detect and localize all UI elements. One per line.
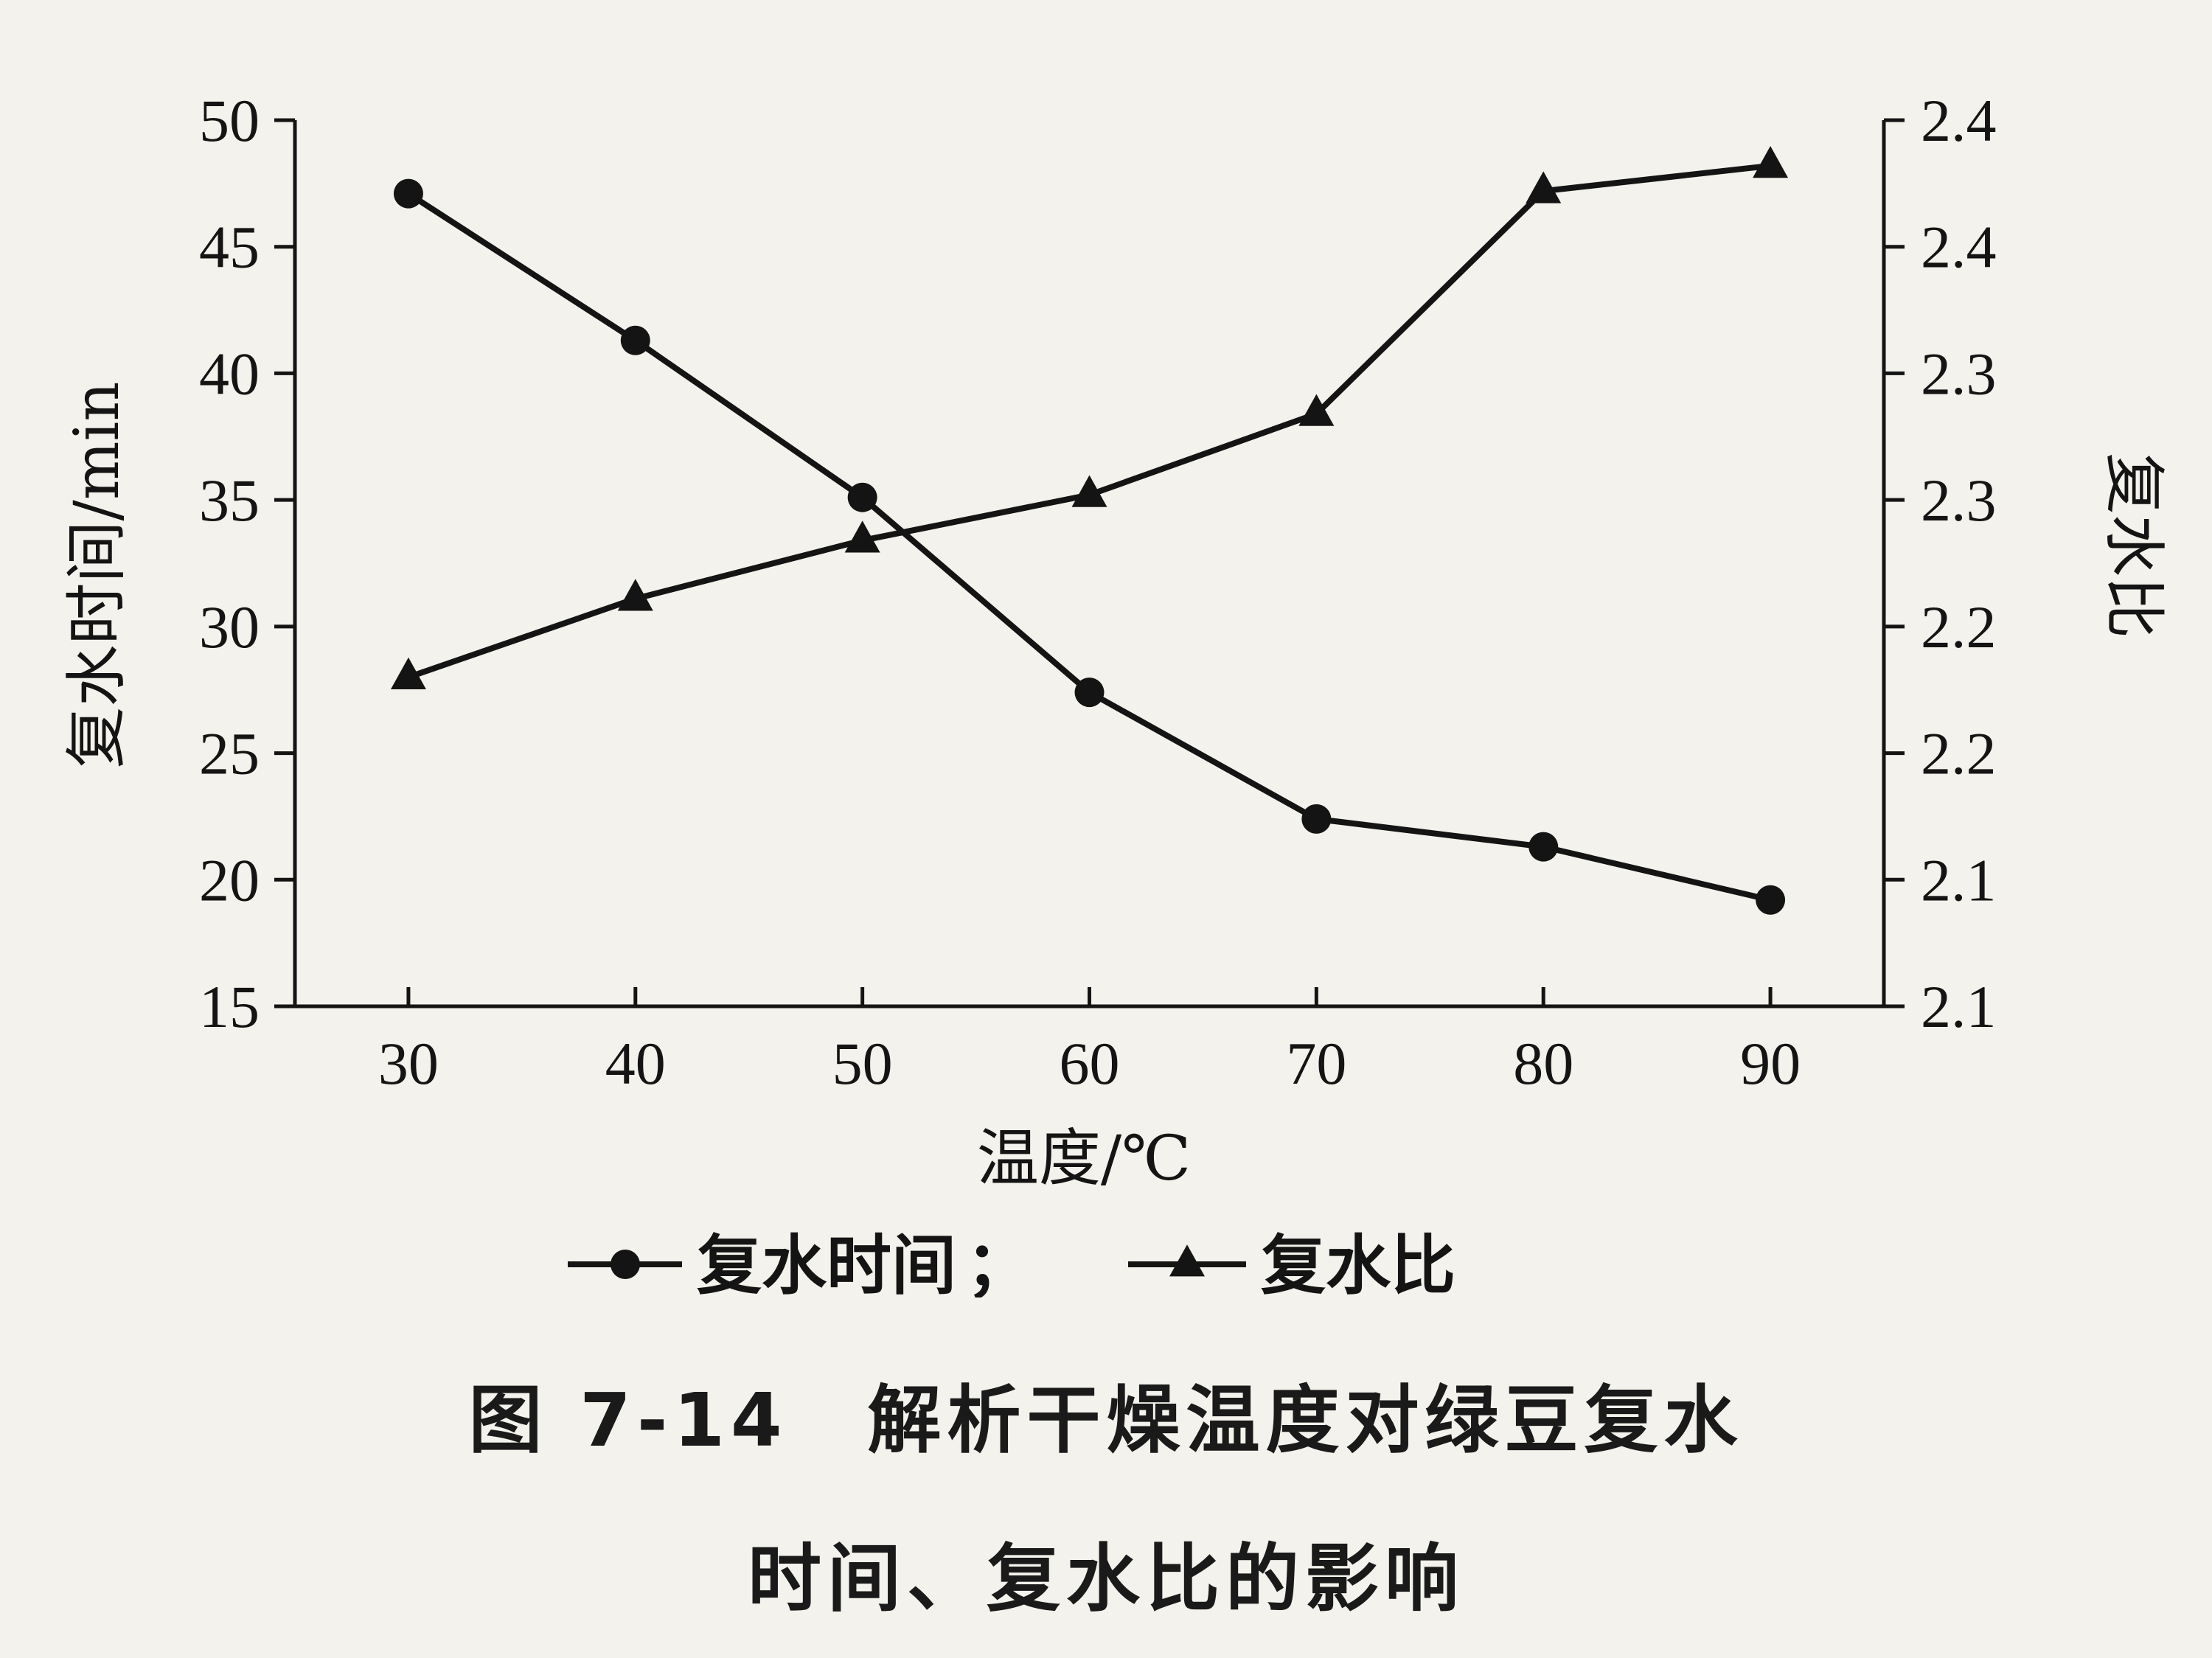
y-left-tick-label: 15 [199, 973, 260, 1040]
y-left-tick-label: 40 [199, 340, 260, 407]
y-axis-right-title: 复水比 [2098, 453, 2170, 638]
y-right-tick-label: 2.3 [1921, 467, 1997, 534]
x-tick-label: 90 [1740, 1030, 1801, 1097]
figure-caption-line-1: 图 7-14 解析干燥温度对绿豆复水 [468, 1377, 1744, 1463]
point-triangle-40 [617, 579, 653, 611]
x-tick-label: 80 [1513, 1030, 1573, 1097]
point-circle-70 [1301, 804, 1332, 834]
series-line-0 [406, 191, 1771, 903]
point-triangle-30 [390, 657, 426, 689]
x-axis-title: 温度/℃ [977, 1122, 1191, 1194]
x-tick-label: 70 [1286, 1030, 1346, 1097]
legend-marker-circle [611, 1250, 640, 1279]
y-right-tick-label: 2.2 [1921, 593, 1997, 661]
y-left-tick-label: 30 [199, 593, 260, 661]
point-circle-90 [1756, 885, 1786, 915]
x-tick-label: 60 [1060, 1030, 1120, 1097]
chart: 15 20 25 30 35 40 45 50 2.1 2.1 2.2 2.2 2.3 2.3 2.4 2.4… [60, 87, 2170, 1298]
y-left-tick-label: 20 [199, 846, 260, 913]
y-left-tick-label: 45 [199, 214, 260, 281]
legend-label-rehydration-ratio: 复水比 [1261, 1227, 1455, 1298]
data-marks [390, 146, 1789, 915]
point-circle-30 [393, 178, 423, 209]
y-right-tick-label: 2.4 [1921, 87, 1997, 154]
x-tick-label: 30 [378, 1030, 439, 1097]
x-tick-label: 50 [832, 1030, 893, 1097]
y-left-tick-label: 50 [199, 87, 260, 154]
point-triangle-60 [1071, 475, 1107, 507]
y-right-tick-label: 2.1 [1921, 846, 1997, 913]
point-circle-50 [847, 482, 877, 512]
y-right-tick-label: 2.4 [1921, 214, 1997, 281]
y-left-tick-label: 35 [199, 467, 260, 534]
legend-separator: ； [966, 1227, 1031, 1298]
x-tick-label: 40 [605, 1030, 666, 1097]
y-right-tick-label: 2.3 [1921, 340, 1997, 407]
point-triangle-90 [1753, 146, 1789, 178]
point-triangle-80 [1526, 171, 1562, 203]
point-circle-40 [620, 325, 650, 355]
y-axis-left-title: 复水时间/min [60, 382, 133, 769]
point-circle-60 [1074, 678, 1105, 708]
figure-caption-line-2: 时间、复水比的影响 [748, 1536, 1464, 1622]
legend: 复水时间 ； 复水比 [568, 1227, 1455, 1298]
point-circle-80 [1528, 832, 1559, 862]
axes: 15 20 25 30 35 40 45 50 2.1 2.1 2.2 2.2 2.3 2.3 2.4 2.4… [199, 87, 1997, 1097]
point-triangle-50 [844, 520, 880, 553]
y-right-tick-label: 2.1 [1921, 973, 1997, 1040]
legend-marker-triangle [1169, 1244, 1205, 1277]
series-line-1 [407, 162, 1771, 680]
point-triangle-70 [1298, 394, 1335, 426]
y-left-tick-label: 25 [199, 720, 260, 787]
legend-label-rehydration-time: 复水时间 [697, 1227, 956, 1298]
y-right-tick-label: 2.2 [1921, 720, 1997, 787]
